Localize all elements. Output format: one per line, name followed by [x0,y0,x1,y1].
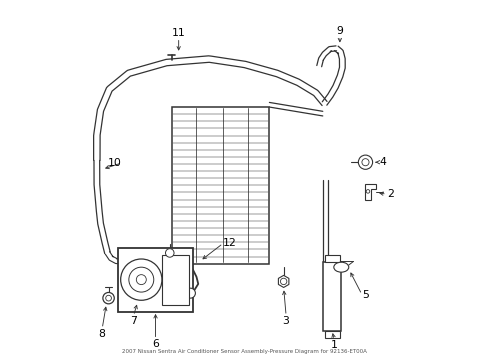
Text: 6: 6 [152,339,159,350]
Bar [162,256,188,305]
Circle shape [185,288,195,298]
Bar [322,262,341,331]
Text: 4: 4 [378,157,385,167]
Circle shape [361,159,368,166]
Circle shape [366,190,369,193]
Text: 9: 9 [336,26,343,36]
Text: 2007 Nissan Sentra Air Conditioner Sensor Assembly-Pressure Diagram for 92136-ET: 2007 Nissan Sentra Air Conditioner Senso… [122,348,366,354]
Bar [324,330,339,338]
Text: 12: 12 [223,238,236,248]
Circle shape [102,292,114,304]
Text: 3: 3 [282,316,289,326]
Text: 10: 10 [108,158,122,168]
Circle shape [358,155,372,169]
Text: 7: 7 [130,316,137,326]
Circle shape [280,278,286,285]
Bar [171,107,269,264]
Polygon shape [278,275,288,288]
Text: 1: 1 [330,340,337,350]
Polygon shape [365,184,375,199]
Text: 2: 2 [386,189,393,199]
Circle shape [121,259,162,300]
Circle shape [129,267,153,292]
Text: 8: 8 [99,329,105,339]
Circle shape [105,295,111,301]
Bar [324,256,339,262]
Circle shape [165,249,174,257]
Bar [118,248,192,312]
Text: 11: 11 [171,28,185,38]
Text: 5: 5 [361,289,368,300]
Ellipse shape [333,262,348,272]
Circle shape [136,275,146,285]
